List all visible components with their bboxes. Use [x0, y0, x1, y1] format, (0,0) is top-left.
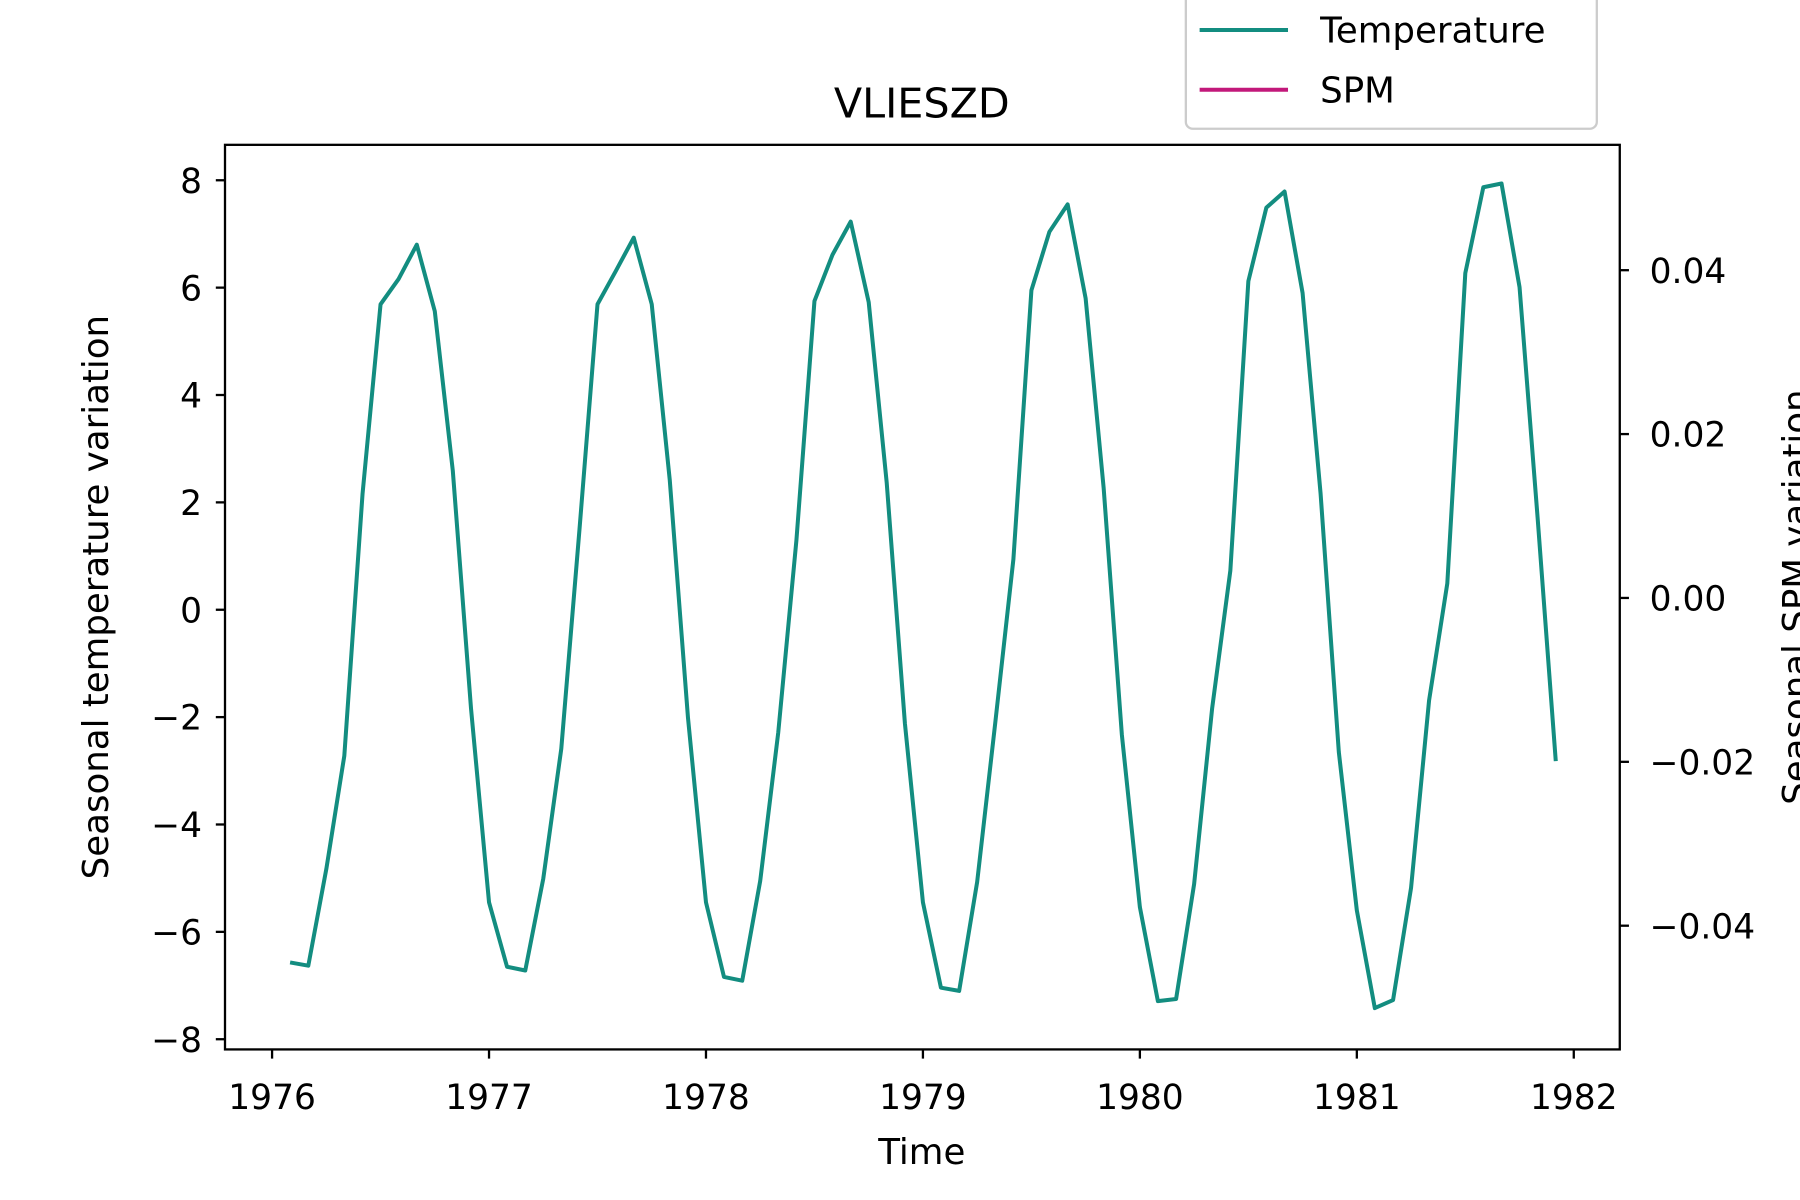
x-tick-label: 1979 — [879, 1078, 967, 1118]
y2-tick-label: 0.00 — [1650, 580, 1727, 620]
y-tick-label: 6 — [180, 269, 202, 309]
data-line — [289, 181, 1558, 1011]
plot-frame — [223, 143, 1621, 1051]
y-axis-label: Seasonal temperature variation — [76, 315, 117, 879]
y2-tick-label: −0.02 — [1650, 743, 1755, 783]
x-axis-label: Time — [877, 1132, 965, 1173]
x-tick-label: 1976 — [228, 1078, 316, 1118]
y-tick-label: −2 — [151, 699, 202, 739]
x-tick-label: 1982 — [1530, 1078, 1618, 1118]
y-tick-label: −8 — [151, 1021, 202, 1061]
y2-tick-label: 0.02 — [1650, 416, 1727, 456]
legend-label: Temperature — [1319, 11, 1545, 52]
legend-box — [1184, 0, 1598, 130]
x-tick-label: 1978 — [662, 1078, 750, 1118]
y-tick-label: 4 — [180, 377, 202, 417]
legend: Temperature SPM — [1199, 11, 1546, 111]
y-tick-label: 0 — [180, 591, 202, 631]
y-tick-label: 8 — [180, 162, 202, 202]
chart-title: VLIESZD — [834, 79, 1010, 127]
x-tick-label: 1981 — [1313, 1078, 1401, 1118]
y2-tick-label: −0.04 — [1650, 907, 1755, 947]
y2-axis-label: Seasonal SPM variation — [1776, 389, 1800, 804]
y-tick-label: −4 — [151, 806, 202, 846]
x-tick-label: 1977 — [445, 1078, 533, 1118]
y2-tick-label: 0.04 — [1650, 252, 1727, 292]
x-tick-label: 1980 — [1096, 1078, 1184, 1118]
legend-label: SPM — [1320, 70, 1395, 111]
y-tick-label: −6 — [151, 913, 202, 953]
y-tick-label: 2 — [180, 484, 202, 524]
